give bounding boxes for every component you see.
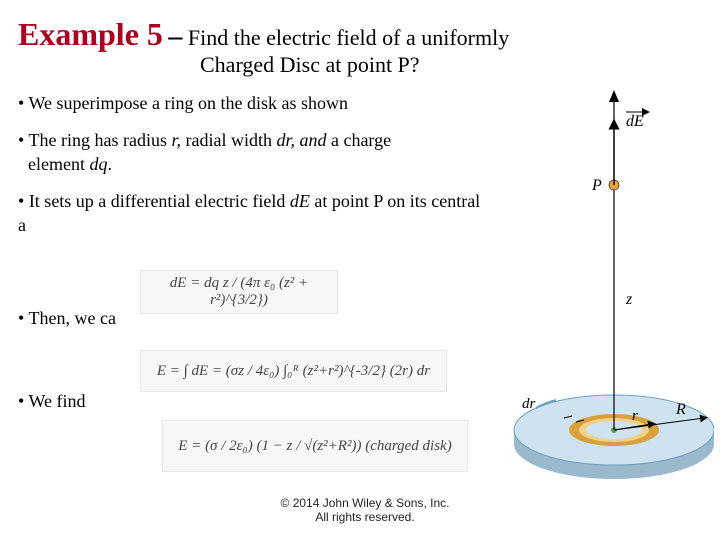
copyright-line1: © 2014 John Wiley & Sons, Inc. xyxy=(281,496,450,510)
b5-text: We find xyxy=(28,391,85,411)
bullet-2: • The ring has radius r, radial width dr… xyxy=(18,129,488,176)
b2d: element xyxy=(28,154,89,174)
copyright: © 2014 John Wiley & Sons, Inc. All right… xyxy=(240,496,490,524)
charged-disc-diagram: R r dr P dE z xyxy=(504,90,714,500)
equation-3: E = (σ / 2ε₀) (1 − z / √(z²+R²)) (charge… xyxy=(162,420,468,472)
z-label: z xyxy=(625,291,633,308)
r-label: r xyxy=(632,408,638,424)
equation-1-text: dE = dq z / (4π ε₀ (z² + r²)^{3/2}) xyxy=(141,275,337,309)
title-dash: – xyxy=(168,21,182,52)
copyright-line2: All rights reserved. xyxy=(315,510,414,524)
equation-2: E = ∫ dE = (σz / 4ε₀) ∫₀ᴿ (z²+r²)^{-3/2}… xyxy=(140,350,447,392)
example-label: Example 5 xyxy=(18,16,163,52)
subtitle: Charged Disc at point P? xyxy=(200,52,420,78)
P-label: P xyxy=(591,177,602,194)
equation-2-text: E = ∫ dE = (σz / 4ε₀) ∫₀ᴿ (z²+r²)^{-3/2}… xyxy=(157,363,430,380)
b2c: a charge xyxy=(326,130,391,150)
bullet-3: • It sets up a differential electric fie… xyxy=(18,190,488,237)
b3a: It sets up a differential electric field xyxy=(29,191,290,211)
dr-label: dr xyxy=(522,396,536,412)
equation-3-text: E = (σ / 2ε₀) (1 − z / √(z²+R²)) (charge… xyxy=(178,438,451,455)
slide: Example 5 – Find the electric field of a… xyxy=(0,0,720,540)
axis-arrowhead xyxy=(609,90,619,102)
b2-dr: dr, and xyxy=(276,130,326,150)
b3-dE: dE xyxy=(290,191,310,211)
title-rest: Find the electric field of a uniformly xyxy=(182,25,509,50)
R-label: R xyxy=(675,401,686,418)
b2-line2: element dq. xyxy=(28,154,112,174)
dE-label-text: dE xyxy=(626,113,644,130)
b2-dq: dq xyxy=(89,154,107,174)
b2b: radial width xyxy=(181,130,276,150)
b2e: . xyxy=(107,154,112,174)
b4-text: Then, we ca xyxy=(28,308,115,328)
bullet-1-text: We superimpose a ring on the disk as sho… xyxy=(28,93,348,113)
equation-1: dE = dq z / (4π ε₀ (z² + r²)^{3/2}) xyxy=(140,270,338,314)
b2-r: r, xyxy=(171,130,181,150)
title-block: Example 5 – Find the electric field of a… xyxy=(18,14,710,54)
bullet-5: • We find xyxy=(18,390,488,413)
b2a: The ring has radius xyxy=(28,130,171,150)
bullet-1: • We superimpose a ring on the disk as s… xyxy=(18,92,488,115)
